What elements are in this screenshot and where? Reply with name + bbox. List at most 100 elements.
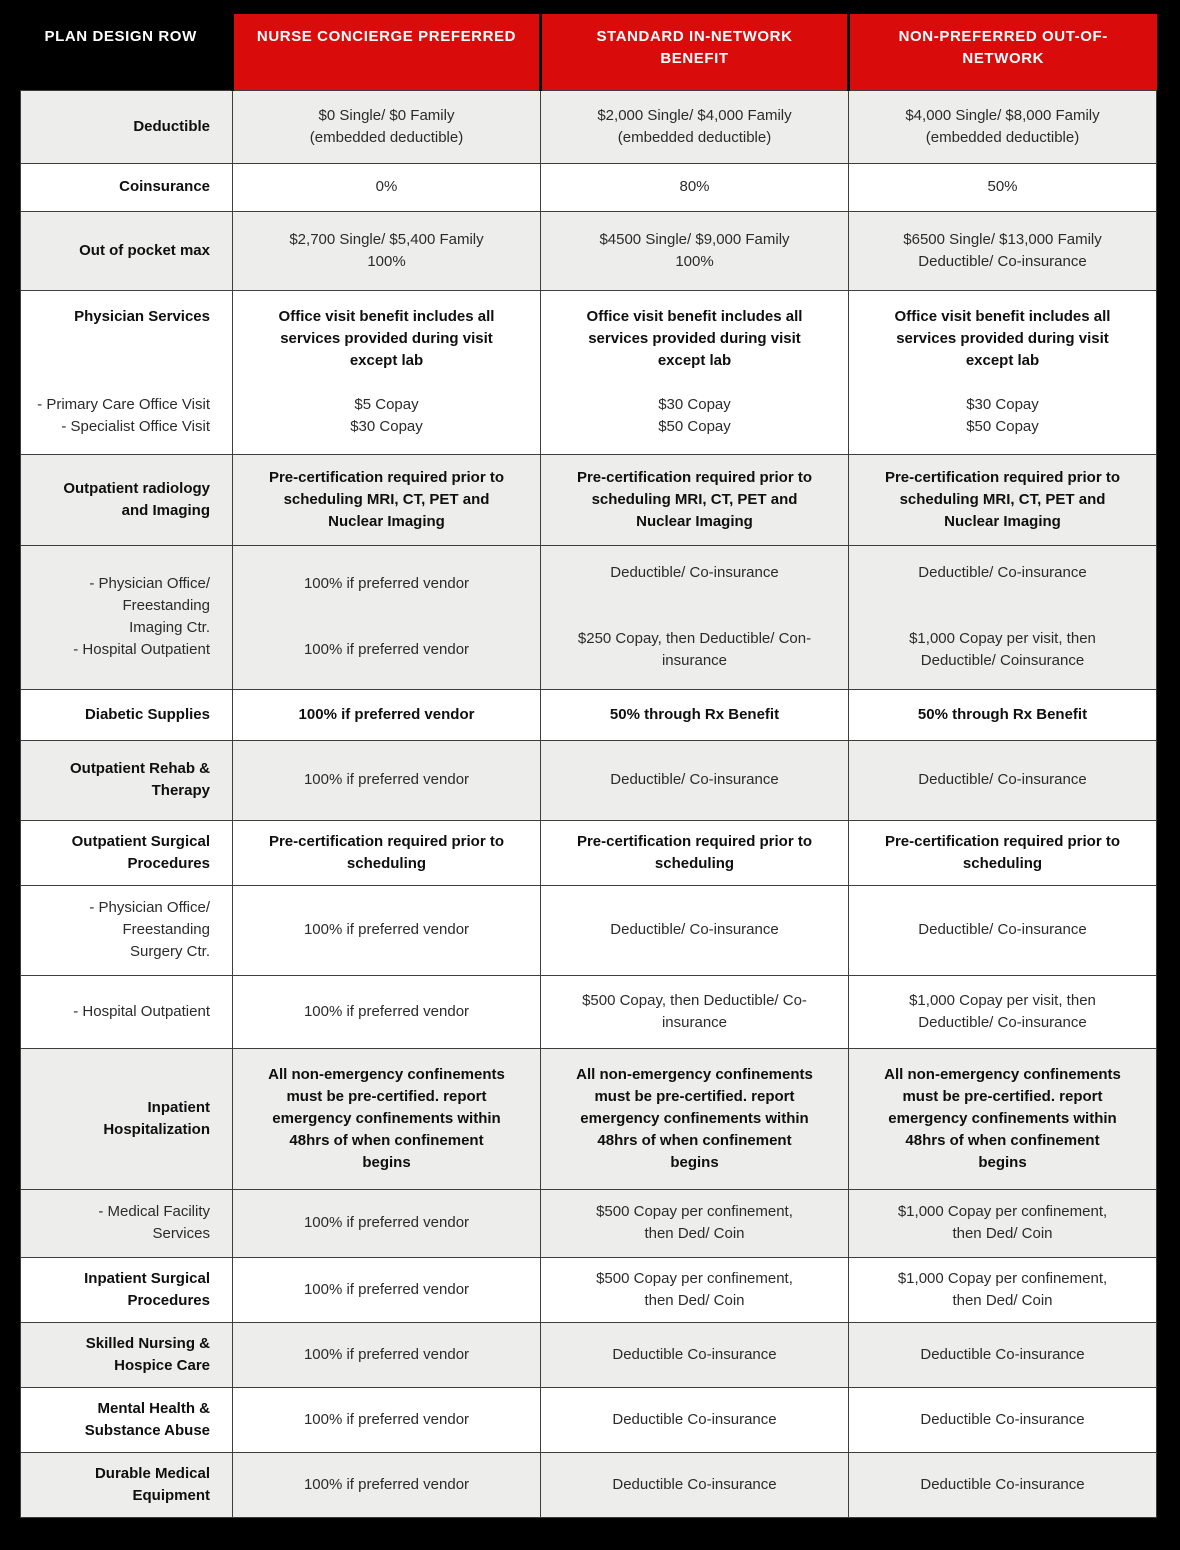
text-line: insurance bbox=[661, 652, 728, 669]
text-line: Deductible/ Co-insurance bbox=[918, 564, 1087, 581]
text-line: Outpatient radiology bbox=[63, 479, 210, 497]
text-line: Nuclear Imaging bbox=[636, 512, 753, 530]
text-line: 100% bbox=[367, 252, 406, 270]
text-line: Deductible/ Co-insurance bbox=[610, 921, 779, 938]
cell-inpatient-medical-facility-standard-in-network: $500 Copay per confinement, then Ded/ Coi… bbox=[540, 1188, 849, 1258]
cell-deductible-nurse-concierge-preferred-part-1: $0 Single/ $0 Family (embedded deductible… bbox=[245, 105, 528, 149]
text-line: $2,700 Single/ $5,400 Family bbox=[289, 230, 484, 248]
text-line: (embedded deductible) bbox=[617, 128, 772, 146]
cell-inpatient-medical-facility-nurse-concierge-preferred: 100% if preferred vendor bbox=[232, 1188, 541, 1258]
text-line: Hospice Care bbox=[114, 1356, 210, 1374]
text-line: Pre-certification required prior to bbox=[576, 832, 813, 850]
cell-outpatient-radiology-precert-nurse-concierge-preferred: Pre-certification required prior to sched… bbox=[232, 453, 541, 546]
table-row-inpatient-hospitalization: Inpatient Hospitalization All non-emergenc… bbox=[20, 1047, 1157, 1190]
table-row-outpatient-surgical-hospital: - Hospital Outpatient 100% if preferred v… bbox=[20, 974, 1157, 1049]
cell-outpatient-rehab-therapy-nurse-concierge-preferred: 100% if preferred vendor bbox=[232, 739, 541, 821]
cell-coinsurance-non-preferred-out-of-network: 50% bbox=[848, 162, 1157, 212]
cell-outpatient-surgical-precert-non-preferred-out-of-network: Pre-certification required prior to sched… bbox=[848, 819, 1157, 886]
text-line: $1,000 Copay per visit, then bbox=[909, 991, 1096, 1009]
cell-mental-health-substance-abuse-non-preferred-out-of-network: Deductible Co-insurance bbox=[848, 1386, 1157, 1453]
text-line: scheduling bbox=[654, 854, 735, 872]
cell-inpatient-surgical-procedures-non-preferred-out-of-network: $1,000 Copay per confinement, then Ded/ C… bbox=[848, 1256, 1157, 1323]
text-line: then Ded/ Coin bbox=[952, 1225, 1053, 1242]
cell-mental-health-substance-abuse-standard-in-network-part-1: Deductible Co-insurance bbox=[553, 1409, 836, 1431]
header-row: PLAN DESIGN ROW NURSE CONCIERGE PREFERRE… bbox=[20, 14, 1157, 90]
text-line: then Ded/ Coin bbox=[952, 1291, 1053, 1309]
row-label-outpatient-rehab-therapy-part-1: Outpatient Rehab & Therapy bbox=[27, 758, 210, 802]
cell-outpatient-surgical-office-non-preferred-out-of-network-part-1: Deductible/ Co-insurance bbox=[861, 919, 1144, 941]
text-line: must be pre-certified. report bbox=[594, 1087, 795, 1105]
row-label-mental-health-substance-abuse-part-1: Mental Health & Substance Abuse bbox=[27, 1398, 210, 1442]
text-line: Deductible/ Co-insurance bbox=[610, 564, 779, 581]
row-label-physician-services-part-1: Physician Services bbox=[27, 306, 210, 372]
cell-physician-services-standard-in-network-part-1: Office visit benefit includes all service… bbox=[553, 306, 836, 372]
cell-outpatient-rehab-therapy-standard-in-network-part-1: Deductible/ Co-insurance bbox=[553, 769, 836, 791]
text-line: scheduling bbox=[962, 854, 1043, 872]
plan-benefits-table: PLAN DESIGN ROW NURSE CONCIERGE PREFERRE… bbox=[20, 14, 1157, 1518]
cell-coinsurance-standard-in-network-part-1: 80% bbox=[553, 176, 836, 198]
text-line: Deductible Co-insurance bbox=[612, 1475, 777, 1493]
column-header-line: NURSE CONCIERGE PREFERRED bbox=[256, 28, 517, 45]
cell-mental-health-substance-abuse-nurse-concierge-preferred: 100% if preferred vendor bbox=[232, 1386, 541, 1453]
row-label-out-of-pocket-max: Out of pocket max bbox=[20, 210, 233, 291]
row-label-inpatient-medical-facility: - Medical Facility Services bbox=[20, 1188, 233, 1258]
cell-outpatient-surgical-precert-nurse-concierge-preferred-part-1: Pre-certification required prior to sched… bbox=[245, 831, 528, 875]
cell-outpatient-rehab-therapy-standard-in-network: Deductible/ Co-insurance bbox=[540, 739, 849, 821]
text-line: 50% bbox=[987, 178, 1018, 195]
text-line: Deductible Co-insurance bbox=[920, 1475, 1085, 1493]
cell-outpatient-radiology-precert-non-preferred-out-of-network-part-1: Pre-certification required prior to sched… bbox=[861, 467, 1144, 533]
text-line: 100% if preferred vendor bbox=[298, 705, 475, 723]
text-line: and Imaging bbox=[121, 501, 210, 519]
text-line: 48hrs of when confinement bbox=[905, 1131, 1100, 1149]
text-line: emergency confinements within bbox=[580, 1109, 809, 1127]
text-line: 100% if preferred vendor bbox=[303, 1410, 470, 1428]
cell-outpatient-radiology-items-standard-in-network: Deductible/ Co-insurance $250 Copay, then… bbox=[540, 544, 849, 690]
row-label-out-of-pocket-max-part-1: Out of pocket max bbox=[27, 240, 210, 262]
text-line: Deductible/ Co-insurance bbox=[918, 252, 1087, 270]
cell-durable-medical-equipment-standard-in-network-part-1: Deductible Co-insurance bbox=[553, 1474, 836, 1496]
column-header-line: STANDARD IN-NETWORK bbox=[596, 28, 793, 45]
text-line: Skilled Nursing & bbox=[85, 1334, 210, 1352]
text-line: Deductible Co-insurance bbox=[612, 1345, 777, 1363]
text-line: - Physician Office/ bbox=[89, 575, 210, 592]
cell-diabetic-supplies-non-preferred-out-of-network: 50% through Rx Benefit bbox=[848, 688, 1157, 741]
text-line: All non-emergency confinements bbox=[268, 1065, 505, 1083]
text-line: - Physician Office/ bbox=[89, 899, 210, 916]
text-line: Mental Health & bbox=[97, 1399, 210, 1417]
cell-outpatient-surgical-office-nurse-concierge-preferred: 100% if preferred vendor bbox=[232, 884, 541, 976]
text-line: $1,000 Copay per visit, then bbox=[909, 630, 1096, 647]
text-line: Therapy bbox=[151, 782, 210, 799]
cell-out-of-pocket-max-standard-in-network-part-1: $4500 Single/ $9,000 Family 100% bbox=[553, 229, 836, 273]
text-line: 100% bbox=[675, 252, 714, 270]
cell-inpatient-surgical-procedures-standard-in-network: $500 Copay per confinement, then Ded/ Coi… bbox=[540, 1256, 849, 1323]
text-line: $4,000 Single/ $8,000 Family bbox=[905, 106, 1100, 124]
cell-outpatient-radiology-precert-non-preferred-out-of-network: Pre-certification required prior to sched… bbox=[848, 453, 1157, 546]
row-label-inpatient-medical-facility-part-1: - Medical Facility Services bbox=[27, 1201, 210, 1245]
cell-diabetic-supplies-standard-in-network-part-1: 50% through Rx Benefit bbox=[553, 704, 836, 726]
row-label-mental-health-substance-abuse: Mental Health & Substance Abuse bbox=[20, 1386, 233, 1453]
row-label-outpatient-rehab-therapy: Outpatient Rehab & Therapy bbox=[20, 739, 233, 821]
cell-diabetic-supplies-non-preferred-out-of-network-part-1: 50% through Rx Benefit bbox=[861, 704, 1144, 726]
column-header-standard-in-network: STANDARD IN-NETWORK BENEFIT bbox=[539, 14, 849, 90]
text-line: Procedures bbox=[127, 1291, 210, 1309]
text-line: scheduling MRI, CT, PET and bbox=[899, 490, 1106, 508]
text-line: All non-emergency confinements bbox=[576, 1065, 813, 1083]
text-line: Substance Abuse bbox=[84, 1421, 210, 1439]
cell-out-of-pocket-max-non-preferred-out-of-network-part-1: $6500 Single/ $13,000 Family Deductible/ … bbox=[861, 229, 1144, 273]
row-label-inpatient-hospitalization-part-1: Inpatient Hospitalization bbox=[27, 1097, 210, 1141]
cell-outpatient-radiology-items-non-preferred-out-of-network: Deductible/ Co-insurance $1,000 Copay per… bbox=[848, 544, 1157, 690]
cell-inpatient-surgical-procedures-non-preferred-out-of-network-part-1: $1,000 Copay per confinement, then Ded/ C… bbox=[861, 1268, 1144, 1312]
text-line: $30 Copay bbox=[350, 418, 423, 435]
table-row-outpatient-surgical-office: - Physician Office/Freestanding Surgery C… bbox=[20, 884, 1157, 976]
row-label-outpatient-radiology-precert: Outpatient radiology and Imaging bbox=[20, 453, 233, 546]
text-line: - Hospital Outpatient bbox=[73, 641, 210, 658]
text-line: 100% if preferred vendor bbox=[303, 641, 470, 658]
text-line: - Medical Facility bbox=[98, 1203, 210, 1220]
row-label-coinsurance-part-1: Coinsurance bbox=[27, 176, 210, 198]
table-row-inpatient-surgical-procedures: Inpatient Surgical Procedures 100% if pref… bbox=[20, 1256, 1157, 1323]
cell-mental-health-substance-abuse-non-preferred-out-of-network-part-1: Deductible Co-insurance bbox=[861, 1409, 1144, 1431]
text-line: emergency confinements within bbox=[272, 1109, 501, 1127]
cell-deductible-nurse-concierge-preferred: $0 Single/ $0 Family (embedded deductible… bbox=[232, 89, 541, 164]
text-line: Office visit benefit includes all bbox=[278, 308, 495, 325]
text-line: 100% if preferred vendor bbox=[303, 1280, 470, 1298]
